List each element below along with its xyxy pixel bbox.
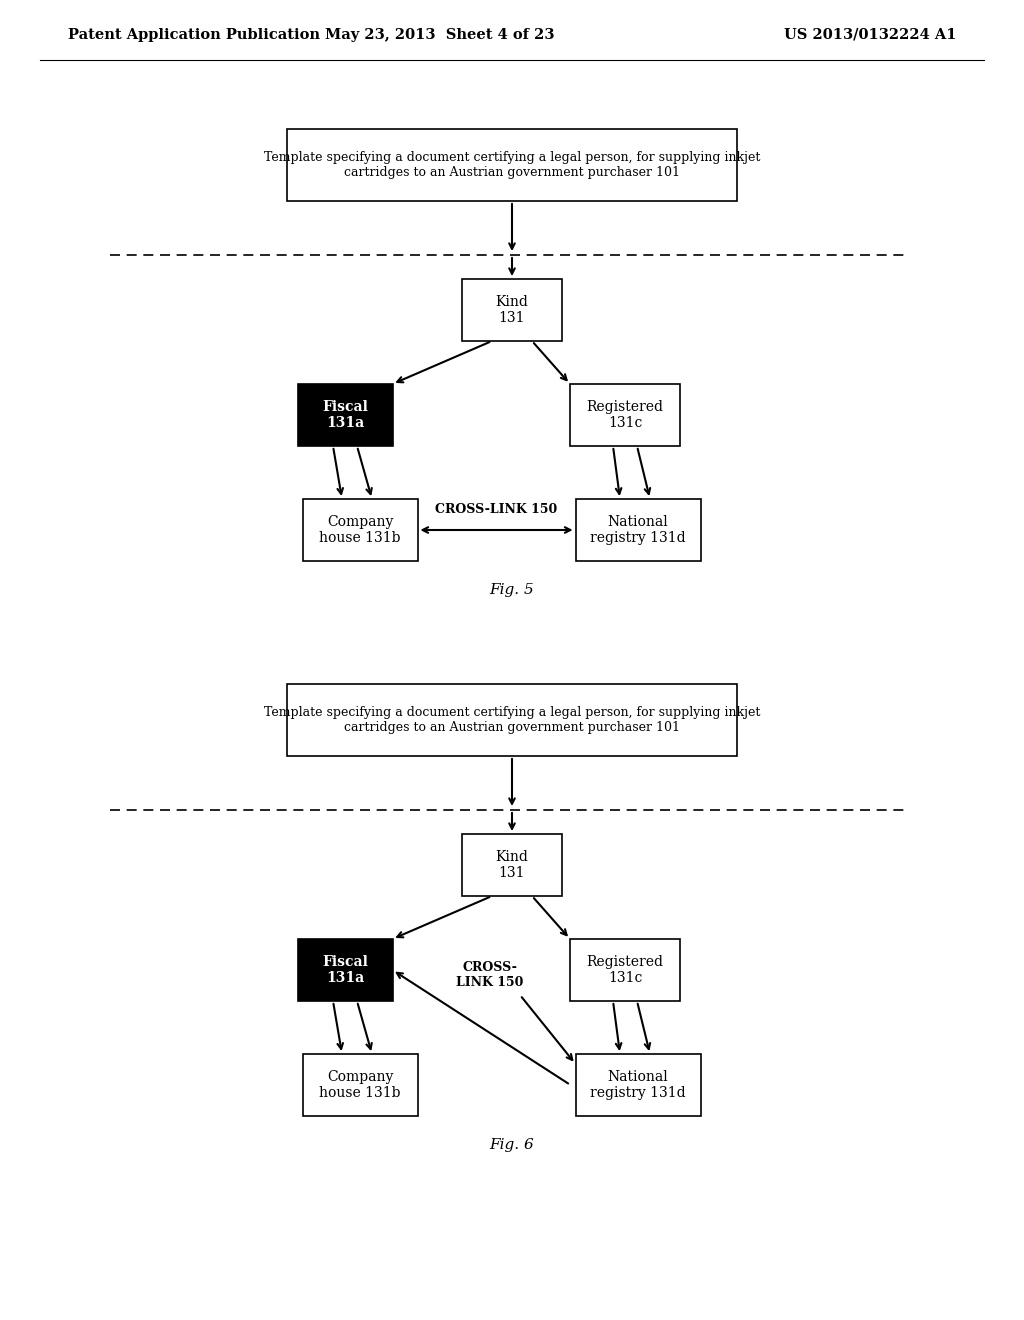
Text: Template specifying a document certifying a legal person, for supplying inkjet
c: Template specifying a document certifyin…: [264, 706, 760, 734]
Text: National
registry 131d: National registry 131d: [590, 515, 686, 545]
Text: Patent Application Publication: Patent Application Publication: [68, 28, 319, 42]
Text: Company
house 131b: Company house 131b: [319, 515, 400, 545]
Bar: [462, 834, 562, 896]
Text: CROSS-
LINK 150: CROSS- LINK 150: [457, 961, 523, 989]
Text: Fig. 6: Fig. 6: [489, 1138, 535, 1152]
Text: Fiscal
131a: Fiscal 131a: [323, 400, 368, 430]
Text: National
registry 131d: National registry 131d: [590, 1071, 686, 1100]
Text: Registered
131c: Registered 131c: [587, 954, 664, 985]
Text: May 23, 2013  Sheet 4 of 23: May 23, 2013 Sheet 4 of 23: [326, 28, 555, 42]
Bar: [570, 939, 680, 1001]
Text: Fiscal
131a: Fiscal 131a: [323, 954, 368, 985]
Text: Registered
131c: Registered 131c: [587, 400, 664, 430]
Bar: [287, 129, 737, 201]
Bar: [287, 684, 737, 756]
Text: US 2013/0132224 A1: US 2013/0132224 A1: [783, 28, 956, 42]
Bar: [462, 279, 562, 341]
Bar: [302, 1053, 418, 1115]
Text: Company
house 131b: Company house 131b: [319, 1071, 400, 1100]
Bar: [298, 384, 392, 446]
Text: Fig. 5: Fig. 5: [489, 583, 535, 597]
Text: Template specifying a document certifying a legal person, for supplying inkjet
c: Template specifying a document certifyin…: [264, 150, 760, 180]
Bar: [575, 1053, 700, 1115]
Bar: [298, 939, 392, 1001]
Bar: [570, 384, 680, 446]
Bar: [575, 499, 700, 561]
Text: Kind
131: Kind 131: [496, 850, 528, 880]
Bar: [302, 499, 418, 561]
Text: Kind
131: Kind 131: [496, 294, 528, 325]
Text: CROSS-LINK 150: CROSS-LINK 150: [435, 503, 558, 516]
